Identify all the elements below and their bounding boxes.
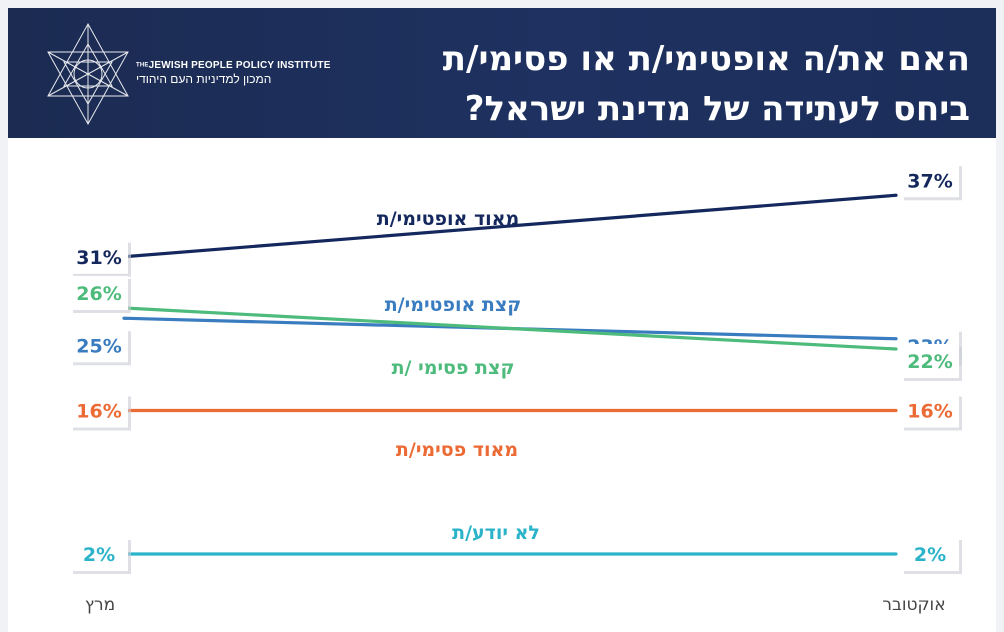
data-label-march-2: 26% bbox=[76, 283, 121, 305]
x-tick-label-october: אוקטובר bbox=[882, 595, 945, 615]
data-label-march-3-box bbox=[70, 393, 128, 428]
star-of-david-logo-icon bbox=[47, 22, 129, 126]
data-label-march-1: 25% bbox=[76, 335, 121, 357]
line-chart: 31%37%מאוד אופטימי/ת25%23%קצת אופטימי/ת2… bbox=[70, 163, 962, 615]
series-label-0: מאוד אופטימי/ת bbox=[377, 208, 520, 230]
series-line-0 bbox=[122, 193, 898, 259]
data-label-march-0-box bbox=[70, 239, 128, 274]
logo-english-prefix: THE bbox=[136, 62, 149, 69]
series-label-3: מאוד פסימי/ת bbox=[396, 439, 518, 461]
series-label-1: קצת אופטימי/ת bbox=[385, 294, 522, 316]
series-label-2: קצת פסימי /ת bbox=[392, 357, 515, 379]
header-banner: THEJEWISH PEOPLE POLICY INSTITUTE המכון … bbox=[8, 8, 996, 138]
title-line-2: ביחס לעתידה של מדינת ישראל? bbox=[464, 89, 970, 129]
chart-card: THEJEWISH PEOPLE POLICY INSTITUTE המכון … bbox=[8, 8, 996, 632]
logo-english-main: JEWISH PEOPLE POLICY INSTITUTE bbox=[148, 60, 331, 71]
data-label-march-2-box bbox=[70, 276, 128, 310]
logo-hebrew-name: המכון למדיניות העם היהודי bbox=[136, 72, 272, 86]
page-title: האם את/ה אופטימי/ת או פסימי/ת ביחס לעתיד… bbox=[330, 34, 970, 134]
data-label-march-1-box bbox=[70, 328, 128, 363]
logo-text: THEJEWISH PEOPLE POLICY INSTITUTE המכון … bbox=[136, 60, 331, 86]
data-label-october-3: 16% bbox=[907, 401, 952, 423]
logo-english-name: THEJEWISH PEOPLE POLICY INSTITUTE bbox=[136, 60, 331, 71]
data-label-october-0: 37% bbox=[907, 170, 952, 192]
x-tick-label-march: מרץ bbox=[85, 595, 115, 615]
data-label-october-0-box bbox=[901, 163, 959, 198]
data-label-march-3: 16% bbox=[76, 401, 121, 423]
data-label-october-2: 22% bbox=[907, 351, 952, 373]
data-label-october-3-box bbox=[901, 393, 959, 428]
data-label-october-2-box bbox=[901, 344, 959, 378]
data-label-march-4-box bbox=[70, 537, 128, 571]
data-label-october-4-box bbox=[901, 537, 959, 571]
data-label-october-4: 2% bbox=[914, 544, 946, 566]
series-line-2 bbox=[122, 306, 898, 351]
title-line-1: האם את/ה אופטימי/ת או פסימי/ת bbox=[442, 39, 970, 79]
series-label-4: לא יודע/ת bbox=[452, 522, 540, 544]
data-label-march-4: 2% bbox=[83, 544, 115, 566]
data-label-march-0: 31% bbox=[76, 247, 121, 269]
